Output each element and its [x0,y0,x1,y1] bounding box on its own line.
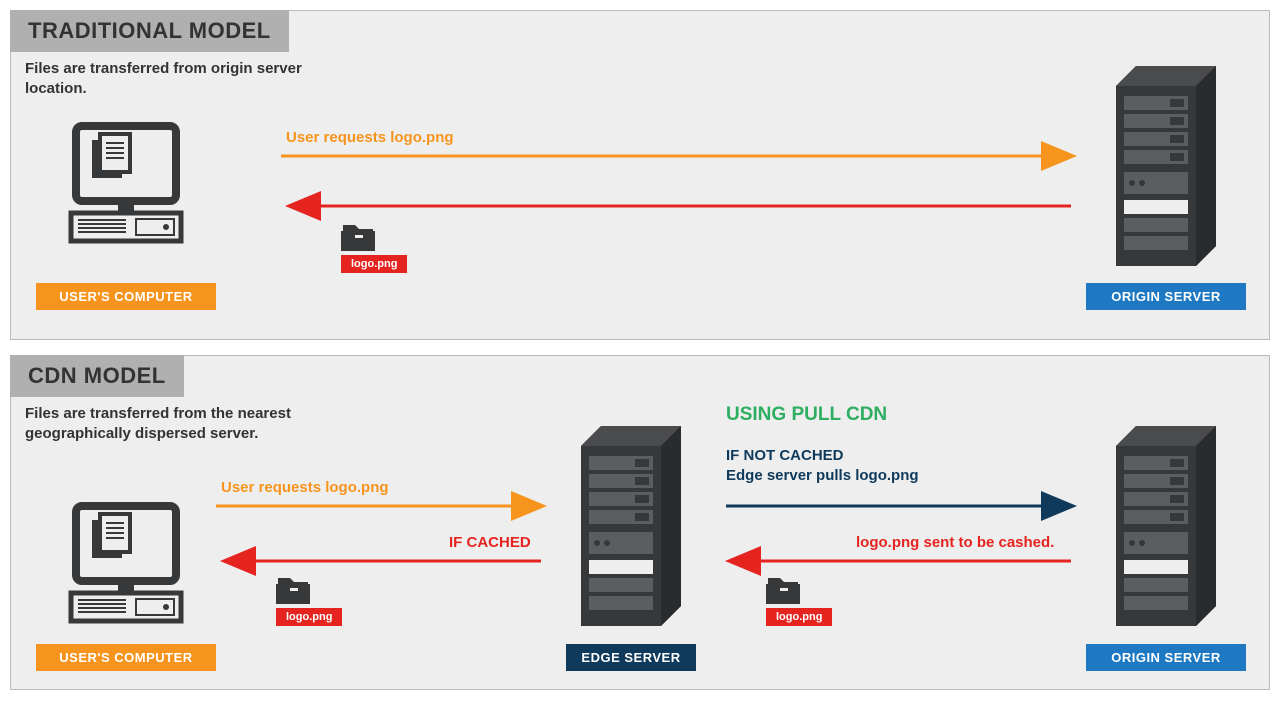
file-label: logo.png [341,255,407,273]
user-request-label: User requests logo.png [221,479,389,496]
arrows [11,356,1271,691]
if-not-cached-line2: Edge server pulls logo.png [726,467,919,484]
file-label: logo.png [766,608,832,626]
if-cached-label: IF CACHED [449,534,531,551]
file-folder-right: logo.png [766,574,832,626]
folder-icon [276,574,310,604]
file-label: logo.png [276,608,342,626]
cdn-model-panel: CDN MODEL Files are transferred from the… [10,355,1270,690]
file-folder-left: logo.png [276,574,342,626]
folder-icon [341,221,375,251]
if-not-cached-label: IF NOT CACHED Edge server pulls logo.png [726,446,919,487]
arrows [11,11,1271,341]
file-folder: logo.png [341,221,407,273]
traditional-model-panel: TRADITIONAL MODEL Files are transferred … [10,10,1270,340]
folder-icon [766,574,800,604]
request-label: User requests logo.png [286,129,454,146]
if-not-cached-line1: IF NOT CACHED [726,447,844,464]
return-label: logo.png sent to be cashed. [856,534,1054,551]
